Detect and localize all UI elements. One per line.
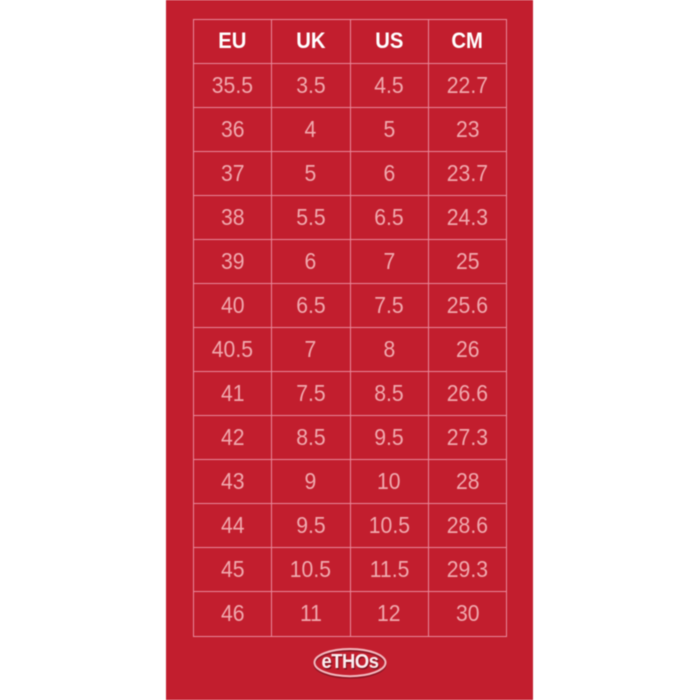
svg-text:eTHOs: eTHOs (322, 651, 379, 673)
